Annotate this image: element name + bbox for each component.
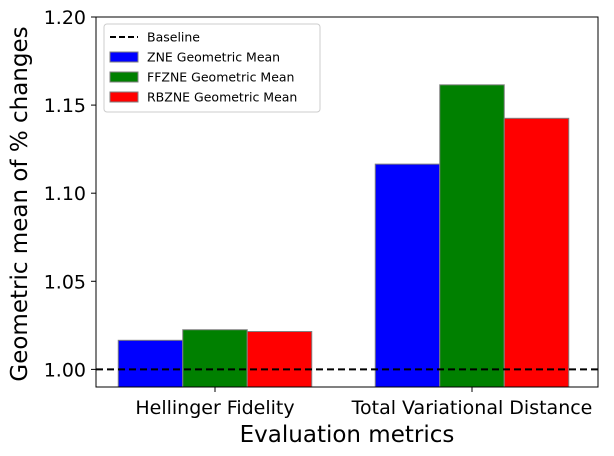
legend-swatch-zne	[109, 51, 139, 63]
legend-swatch-rbzne	[109, 91, 139, 103]
plot-frame	[95, 16, 599, 388]
y-tick-label: 1.15	[44, 95, 86, 117]
bar-ffzne-2	[439, 84, 505, 388]
legend-box	[103, 23, 321, 113]
legend: Baseline ZNE Geometric Mean FFZNE Geometri…	[103, 23, 321, 113]
y-tick-label: 1.00	[44, 359, 86, 381]
bar-zne-1	[117, 339, 184, 388]
bar-ffzne-1	[182, 329, 248, 388]
y-tick-label: 1.10	[44, 183, 86, 205]
legend-label: Baseline	[147, 30, 200, 45]
bars-group	[117, 84, 570, 388]
x-axis: Hellinger Fidelity Total Variational Dist…	[135, 387, 592, 419]
y-tick-label: 1.05	[44, 271, 86, 293]
legend-label: FFZNE Geometric Mean	[147, 70, 294, 85]
bar-rbzne-2	[503, 117, 570, 388]
x-tick-label: Hellinger Fidelity	[135, 397, 294, 419]
y-axis: 1.00 1.05 1.10 1.15 1.20	[44, 7, 96, 381]
bar-rbzne-1	[246, 331, 313, 388]
legend-label: RBZNE Geometric Mean	[147, 90, 297, 105]
y-tick-label: 1.20	[44, 7, 86, 29]
legend-label: ZNE Geometric Mean	[147, 50, 280, 65]
x-axis-label: Evaluation metrics	[240, 422, 455, 448]
y-axis-label: Geometric mean of % changes	[7, 26, 33, 381]
bar-zne-2	[374, 163, 441, 388]
legend-swatch-ffzne	[109, 71, 139, 83]
x-tick-label: Total Variational Distance	[351, 397, 593, 419]
